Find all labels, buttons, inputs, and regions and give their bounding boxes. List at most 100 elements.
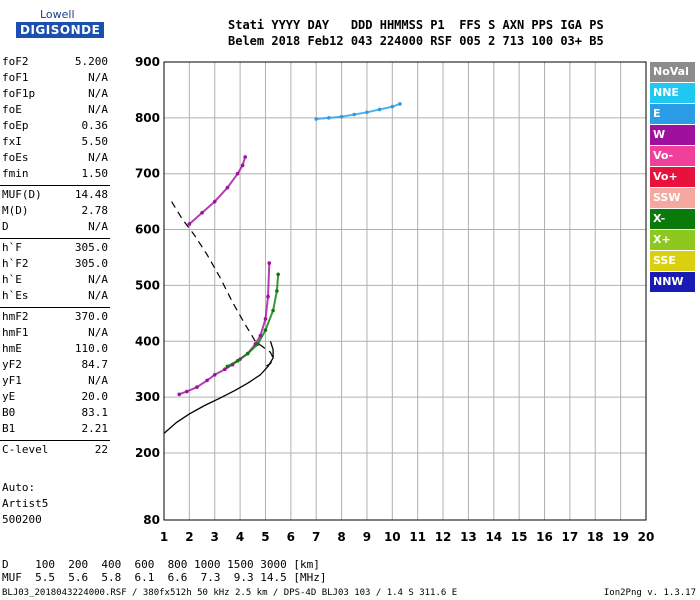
x-tick-label: 7 (312, 530, 320, 544)
header-block: Stati YYYY DAY DDD HHMMSS P1 FFS S AXN P… (228, 17, 604, 49)
param-value: N/A (88, 220, 108, 233)
param-value: 84.7 (81, 358, 109, 371)
legend-item: W (650, 125, 695, 145)
param-value: 20.0 (81, 390, 109, 403)
x-tick-label: 13 (460, 530, 477, 544)
param-value: 22 (94, 443, 108, 456)
param-name: M(D) (2, 204, 29, 217)
version-label: Ion2Png v. 1.3.17 (603, 588, 696, 598)
param-value: 5.50 (81, 135, 109, 148)
param-value: N/A (88, 87, 108, 100)
trace-line (178, 263, 271, 396)
param-value: N/A (88, 289, 108, 302)
x-tick-label: 2 (185, 530, 193, 544)
param-name: yF2 (2, 358, 22, 371)
y-tick-label: 80 (143, 513, 160, 527)
legend-item: Vo+ (650, 167, 695, 187)
param-name: foF1p (2, 87, 36, 100)
trace-line (316, 102, 401, 120)
legend-item: NNE (650, 83, 695, 103)
param-row: fmin 1.50 (2, 167, 108, 183)
param-value: N/A (88, 273, 108, 286)
y-tick-label: 800 (135, 111, 160, 125)
param-row: foF2 5.200 (2, 55, 108, 71)
y-tick-label: 300 (135, 390, 160, 404)
logo-line1: Lowell (40, 8, 75, 21)
param-row: foEp 0.36 (2, 119, 108, 135)
param-value: 370.0 (74, 310, 108, 323)
param-row: yF1 N/A (2, 374, 108, 390)
trace-line (226, 274, 280, 368)
x-tick-label: 4 (236, 530, 244, 544)
param-value: N/A (88, 326, 108, 339)
auto-line3: 500200 (2, 513, 42, 526)
param-name: yE (2, 390, 16, 403)
param-row: foF1p N/A (2, 87, 108, 103)
x-tick-label: 16 (536, 530, 553, 544)
param-row: B1 2.21 (2, 422, 108, 438)
param-separator (0, 440, 110, 441)
x-tick-label: 3 (211, 530, 219, 544)
x-tick-label: 15 (511, 530, 528, 544)
param-row: M(D) 2.78 (2, 204, 108, 220)
x-tick-label: 10 (384, 530, 401, 544)
param-name: h`Es (2, 289, 29, 302)
param-row: foE N/A (2, 103, 108, 119)
autoscaling-info: Auto: Artist5 500200 (2, 480, 48, 528)
param-name: foEs (2, 151, 29, 164)
trace-line (188, 156, 247, 225)
param-value: N/A (88, 103, 108, 116)
x-tick-label: 1 (160, 530, 168, 544)
param-value: N/A (88, 71, 108, 84)
header-line1: Stati YYYY DAY DDD HHMMSS P1 FFS S AXN P… (228, 18, 604, 32)
param-value: N/A (88, 374, 108, 387)
y-tick-label: 700 (135, 167, 160, 181)
param-separator (0, 307, 110, 308)
param-value: 2.21 (81, 422, 109, 435)
param-value: 5.200 (74, 55, 108, 68)
param-row: C-level 22 (2, 443, 108, 459)
plot-frame (163, 61, 647, 521)
param-name: fxI (2, 135, 22, 148)
param-name: fmin (2, 167, 29, 180)
param-value: 1.50 (81, 167, 109, 180)
param-separator (0, 238, 110, 239)
param-value: 110.0 (74, 342, 108, 355)
param-row: D N/A (2, 220, 108, 236)
param-name: foF2 (2, 55, 29, 68)
dist-line2: MUF 5.5 5.6 5.8 6.1 6.6 7.3 9.3 14.5 [MH… (2, 571, 327, 584)
param-value: 0.36 (81, 119, 109, 132)
param-row: hmE 110.0 (2, 342, 108, 358)
param-name: D (2, 220, 9, 233)
param-name: foE (2, 103, 22, 116)
x-tick-label: 5 (261, 530, 269, 544)
param-row: h`Es N/A (2, 289, 108, 305)
dist-line1: D 100 200 400 600 800 1000 1500 3000 [km… (2, 558, 320, 571)
digisonde-logo: Lowell DIGISONDE (2, 6, 122, 46)
x-tick-label: 9 (363, 530, 371, 544)
legend-item: X+ (650, 230, 695, 250)
x-tick-label: 6 (287, 530, 295, 544)
param-separator (0, 185, 110, 186)
param-name: B0 (2, 406, 16, 419)
param-row: hmF2 370.0 (2, 310, 108, 326)
y-tick-label: 600 (135, 223, 160, 237)
legend-item: SSE (650, 251, 695, 271)
param-value: 83.1 (81, 406, 109, 419)
auto-line2: Artist5 (2, 497, 49, 510)
param-row: foF1 N/A (2, 71, 108, 87)
param-row: B0 83.1 (2, 406, 108, 422)
x-tick-label: 18 (587, 530, 604, 544)
x-tick-label: 12 (435, 530, 452, 544)
logo-line2: DIGISONDE (16, 22, 105, 38)
density-profile-solid (163, 341, 274, 434)
x-tick-label: 17 (562, 530, 579, 544)
param-name: hmF1 (2, 326, 29, 339)
x-tick-label: 19 (612, 530, 629, 544)
x-tick-label: 20 (638, 530, 655, 544)
x-tick-label: 14 (485, 530, 502, 544)
param-row: MUF(D) 14.48 (2, 188, 108, 204)
distance-muf-table: D 100 200 400 600 800 1000 1500 3000 [km… (2, 558, 327, 584)
param-name: foF1 (2, 71, 29, 84)
header-line2: Belem 2018 Feb12 043 224000 RSF 005 2 71… (228, 34, 604, 48)
